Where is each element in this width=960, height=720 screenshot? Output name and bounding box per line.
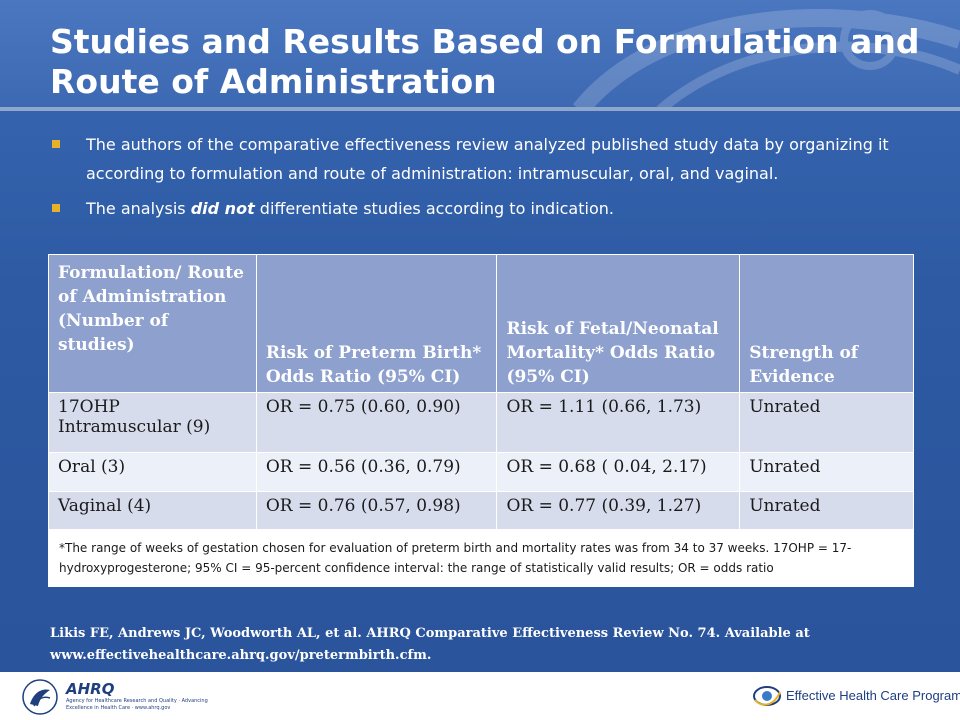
ehc-swirl-icon xyxy=(753,686,781,706)
cell-preterm: OR = 0.76 (0.57, 0.98) xyxy=(255,491,498,530)
table-header-row: Formulation/ Route of Administration (Nu… xyxy=(48,254,914,393)
ehc-program-logo: Effective Health Care Program xyxy=(752,682,960,712)
cell-strength: Unrated xyxy=(739,452,914,492)
bullet-square-icon xyxy=(52,204,60,212)
header-strength: Strength of Evidence xyxy=(739,254,914,393)
table-footnote-row: *The range of weeks of gestation chosen … xyxy=(48,529,914,587)
table-row: Vaginal (4) OR = 0.76 (0.57, 0.98) OR = … xyxy=(48,491,914,530)
results-table: Formulation/ Route of Administration (Nu… xyxy=(48,254,914,587)
cell-preterm: OR = 0.75 (0.60, 0.90) xyxy=(255,392,498,453)
bullet-item: The authors of the comparative effective… xyxy=(50,130,930,188)
citation-url: www.effectivehealthcare.ahrq.gov/preterm… xyxy=(50,648,432,663)
cell-preterm: OR = 0.56 (0.36, 0.79) xyxy=(255,452,498,492)
cell-formulation: Oral (3) xyxy=(48,452,257,492)
citation-line: Likis FE, Andrews JC, Woodworth AL, et a… xyxy=(50,626,810,641)
cell-strength: Unrated xyxy=(739,392,914,453)
cell-mortality: OR = 1.11 (0.66, 1.73) xyxy=(496,392,741,453)
bullet-list: The authors of the comparative effective… xyxy=(50,130,930,229)
cell-formulation: Vaginal (4) xyxy=(48,491,257,530)
cell-mortality: OR = 0.68 ( 0.04, 2.17) xyxy=(496,452,741,492)
cell-formulation: 17OHP Intramuscular (9) xyxy=(48,392,257,453)
program-name: Effective Health Care Program xyxy=(786,688,960,703)
table-row: Oral (3) OR = 0.56 (0.36, 0.79) OR = 0.6… xyxy=(48,452,914,492)
bullet-text: The authors of the comparative effective… xyxy=(86,135,889,183)
agency-tagline: Agency for Healthcare Research and Quali… xyxy=(66,698,208,711)
title-underline xyxy=(0,107,960,111)
table-footnote: *The range of weeks of gestation chosen … xyxy=(48,529,914,587)
bullet-emphasis: did not xyxy=(190,199,255,218)
bullet-text-after: differentiate studies according to indic… xyxy=(254,199,614,218)
title-bar xyxy=(0,0,960,108)
bullet-text-before: The analysis xyxy=(86,199,191,218)
decorative-swirl xyxy=(572,9,960,110)
bullet-item: The analysis did not differentiate studi… xyxy=(50,194,930,223)
table-row: 17OHP Intramuscular (9) OR = 0.75 (0.60,… xyxy=(48,392,914,453)
hhs-eagle-icon xyxy=(22,679,58,715)
cell-mortality: OR = 0.77 (0.39, 1.27) xyxy=(496,491,741,530)
header-formulation: Formulation/ Route of Administration (Nu… xyxy=(48,254,257,393)
citation: Likis FE, Andrews JC, Woodworth AL, et a… xyxy=(50,623,930,667)
header-mortality: Risk of Fetal/Neonatal Mortality* Odds R… xyxy=(496,254,741,393)
bullet-square-icon xyxy=(52,140,60,148)
footer-bar: AHRQ Agency for Healthcare Research and … xyxy=(0,672,960,720)
cell-strength: Unrated xyxy=(739,491,914,530)
header-preterm-birth: Risk of Preterm Birth* Odds Ratio (95% C… xyxy=(255,254,498,393)
slide-title: Studies and Results Based on Formulation… xyxy=(50,22,920,101)
agency-name: AHRQ xyxy=(66,680,115,698)
